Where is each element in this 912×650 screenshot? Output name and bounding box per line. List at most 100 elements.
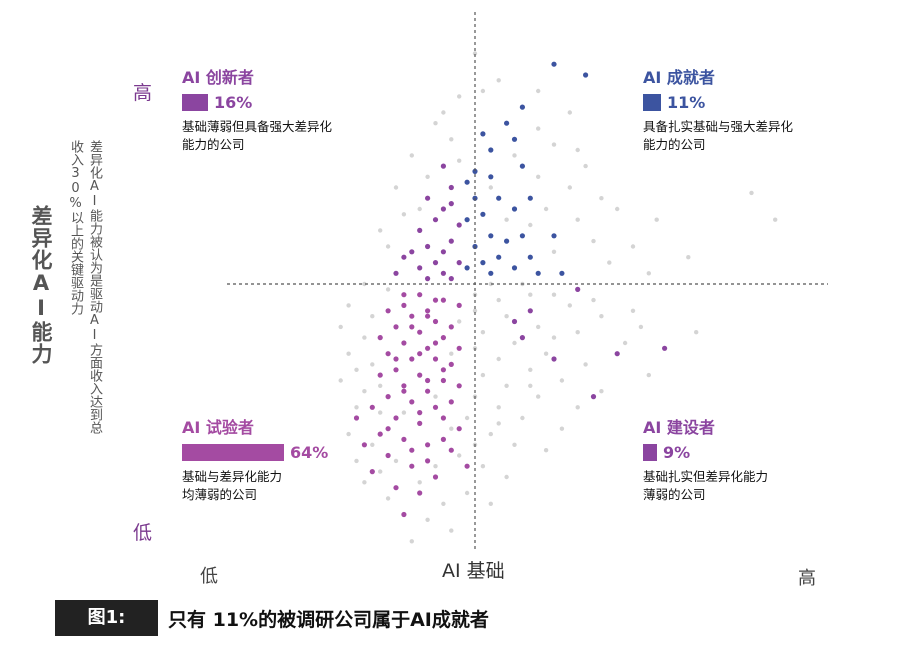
series-group xyxy=(393,163,462,282)
scatter-point xyxy=(440,367,446,373)
scatter-point xyxy=(362,389,367,394)
scatter-point xyxy=(575,405,580,410)
scatter-point xyxy=(504,383,509,388)
scatter-point xyxy=(464,490,470,496)
scatter-point xyxy=(425,517,430,522)
scatter-point xyxy=(456,383,462,389)
scatter-point xyxy=(449,528,454,533)
scatter-point xyxy=(512,340,517,346)
scatter-point xyxy=(694,330,699,335)
scatter-point xyxy=(393,356,399,362)
scatter-point xyxy=(480,330,486,335)
scatter-point xyxy=(504,217,509,222)
scatter-point xyxy=(504,120,510,126)
scatter-point xyxy=(559,378,565,383)
scatter-point xyxy=(615,206,620,212)
scatter-point xyxy=(401,302,407,308)
scatter-point xyxy=(488,270,494,276)
scatter-point xyxy=(448,324,454,330)
scatter-point xyxy=(393,324,399,330)
scatter-point xyxy=(425,195,431,201)
scatter-point xyxy=(488,233,494,239)
scatter-point xyxy=(480,211,486,217)
scatter-point xyxy=(448,361,454,367)
scatter-point xyxy=(567,185,572,190)
scatter-point xyxy=(362,480,367,485)
scatter-point xyxy=(409,356,415,362)
scatter-point xyxy=(591,297,596,303)
scatter-point xyxy=(393,415,399,421)
scatter-point xyxy=(528,292,533,297)
scatter-point xyxy=(551,142,557,147)
scatter-point xyxy=(448,238,454,244)
scatter-point xyxy=(496,356,501,362)
scatter-point xyxy=(417,292,423,298)
x-high-label: 高 xyxy=(798,568,816,589)
scatter-point xyxy=(401,383,407,389)
scatter-point xyxy=(393,185,399,190)
y-axis-title: 差异化AI能力 xyxy=(29,205,53,365)
scatter-point xyxy=(385,244,391,249)
scatter-point xyxy=(401,212,407,217)
scatter-point xyxy=(511,318,518,325)
scatter-point xyxy=(449,137,454,142)
scatter-point xyxy=(536,394,541,399)
scatter-point xyxy=(551,292,557,297)
scatter-point xyxy=(401,511,407,518)
scatter-point xyxy=(488,431,493,437)
quadrant-desc-2: 均薄弱的公司 xyxy=(182,487,258,502)
scatter-point xyxy=(417,372,423,378)
scatter-point xyxy=(749,190,754,196)
scatter-point xyxy=(646,271,651,276)
scatter-point xyxy=(456,260,462,266)
scatter-point xyxy=(338,324,343,330)
scatter-point xyxy=(536,88,541,94)
scatter-point xyxy=(432,356,439,362)
scatter-point xyxy=(346,431,351,437)
scatter-point xyxy=(440,163,446,169)
scatter-point xyxy=(448,447,454,453)
scatter-point xyxy=(583,362,588,367)
scatter-point xyxy=(440,335,446,341)
scatter-point xyxy=(480,131,486,137)
scatter-point xyxy=(378,469,383,474)
scatter-point xyxy=(393,485,399,491)
scatter-point xyxy=(362,335,367,340)
scatter-point xyxy=(417,206,422,212)
scatter-point xyxy=(527,195,533,201)
y-axis-subtitle: 差异化AI能力被认为是驱动AI方面收入达到总收入30%以上的关键驱动力 xyxy=(68,140,102,434)
scatter-point xyxy=(370,314,375,319)
share-bar xyxy=(643,444,657,461)
scatter-point xyxy=(472,308,478,313)
scatter-point xyxy=(662,345,668,351)
scatter-point xyxy=(511,265,518,271)
scatter-point xyxy=(575,217,580,222)
scatter-point xyxy=(417,420,423,426)
scatter-point xyxy=(409,447,415,453)
scatter-point xyxy=(425,313,431,319)
scatter-point xyxy=(528,222,533,228)
scatter-point xyxy=(504,474,509,480)
scatter-point xyxy=(409,539,414,544)
share-bar xyxy=(182,444,284,461)
scatter-point xyxy=(370,442,375,447)
scatter-point xyxy=(511,136,518,142)
scatter-point xyxy=(385,496,391,501)
scatter-point xyxy=(393,458,399,464)
quadrant-desc-1: 具备扎实基础与强大差异化 xyxy=(643,119,794,134)
scatter-point xyxy=(377,372,383,378)
scatter-point xyxy=(440,436,446,442)
scatter-point xyxy=(401,292,407,298)
scatter-point xyxy=(583,72,589,78)
scatter-point xyxy=(393,270,399,276)
figure-caption: 图1: 只有 11%的被调研公司属于AI成就者 xyxy=(55,600,489,636)
scatter-point xyxy=(543,448,549,453)
scatter-point xyxy=(773,217,778,222)
scatter-point xyxy=(409,153,414,158)
scatter-point xyxy=(559,426,565,431)
quadrant-innovators: AI 创新者 16% 基础薄弱但具备强大差异化 能力的公司 xyxy=(182,64,332,154)
scatter-point xyxy=(432,297,439,303)
scatter-point xyxy=(528,367,533,372)
quadrant-desc-1: 基础与差异化能力 xyxy=(182,469,283,484)
